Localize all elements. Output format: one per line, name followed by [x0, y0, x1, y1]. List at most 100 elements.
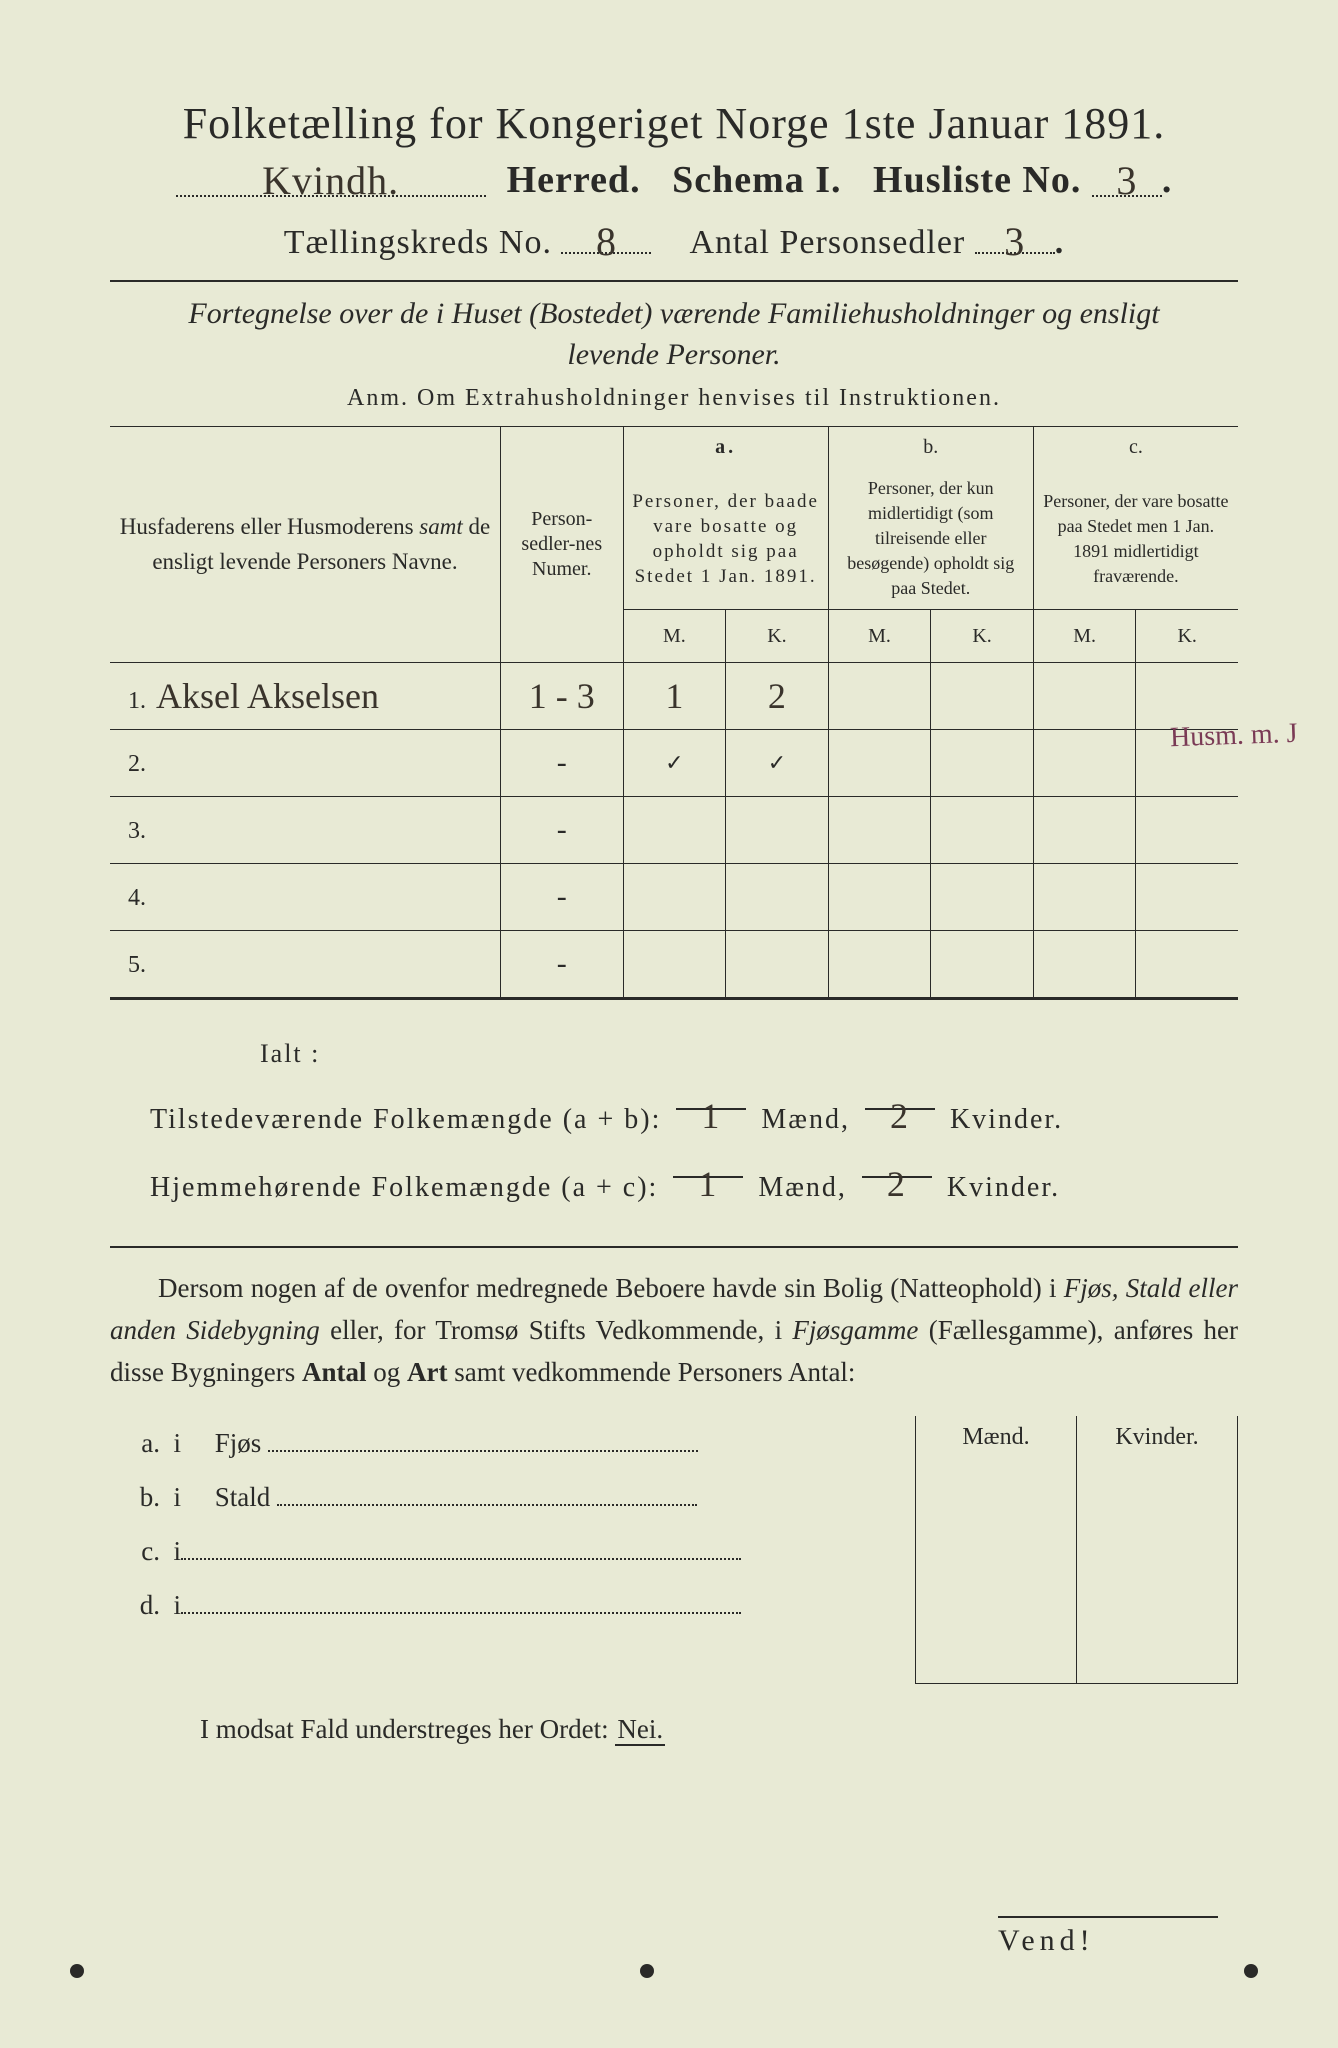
explanatory-paragraph: Dersom nogen af de ovenfor medregnede Be… — [110, 1268, 1238, 1394]
antal-label: Antal Personsedler — [689, 224, 965, 261]
mk-cell — [916, 1467, 1077, 1521]
row-num: 3. — [118, 818, 146, 845]
cell: - — [500, 797, 623, 864]
list-key: c. — [110, 1524, 160, 1578]
cell — [1033, 730, 1136, 797]
cell: 1 - 3 — [529, 676, 595, 716]
subtitle-line1: Fortegnelse over de i Huset (Bostedet) v… — [188, 297, 1159, 330]
a-m: M. — [623, 610, 726, 663]
col-c-header: Personer, der vare bosatte paa Stedet me… — [1033, 468, 1238, 610]
cell — [828, 931, 931, 999]
b-k: K. — [931, 610, 1034, 663]
cell: ✓ — [726, 730, 829, 797]
herred-value: Kvindh. — [262, 158, 399, 203]
cell: ✓ — [623, 730, 726, 797]
nei-pre: I modsat Fald understreges her Ordet: — [200, 1714, 609, 1744]
list-key: b. — [110, 1470, 160, 1524]
cell — [1033, 663, 1136, 730]
row-num: 1. — [118, 688, 146, 715]
cell — [726, 797, 829, 864]
herred-field: Kvindh. — [176, 155, 486, 197]
cell — [1136, 864, 1238, 931]
hjemme-label: Hjemmehørende Folkemængde (a + c): — [150, 1160, 658, 1216]
tilstede-label: Tilstedeværende Folkemængde (a + b): — [150, 1092, 661, 1148]
kreds-value: 8 — [596, 219, 617, 264]
page-title: Folketælling for Kongeriget Norge 1ste J… — [110, 98, 1238, 149]
cell: - — [500, 864, 623, 931]
mk-cell — [1077, 1629, 1238, 1684]
nei-word: Nei. — [615, 1714, 665, 1746]
cell — [828, 864, 931, 931]
row-num: 4. — [118, 885, 146, 912]
ialt-label: Ialt : — [150, 1028, 1238, 1080]
list-key: d. — [110, 1578, 160, 1632]
maend-label: Mænd, — [758, 1172, 847, 1203]
cell — [623, 797, 726, 864]
punch-mark — [70, 1964, 84, 1978]
kreds-field: 8 — [561, 216, 651, 254]
husliste-field: 3 — [1092, 155, 1162, 197]
table-row: 4. - — [110, 864, 1238, 931]
punch-mark — [640, 1964, 654, 1978]
mk-cell — [916, 1521, 1077, 1575]
table-row: 1.Aksel Akselsen 1 - 3 1 2 — [110, 663, 1238, 730]
mk-k-header: Kvinder. — [1077, 1416, 1238, 1467]
cell — [828, 730, 931, 797]
list-i: i — [174, 1428, 182, 1458]
mk-cell — [1077, 1521, 1238, 1575]
cell — [1136, 797, 1238, 864]
totals-block: Ialt : Tilstedeværende Folkemængde (a + … — [110, 1028, 1238, 1216]
cell — [1136, 931, 1238, 999]
building-list: a. i Fjøs b. i Stald c. i d. i — [110, 1416, 911, 1632]
mk-m-header: Mænd. — [916, 1416, 1077, 1467]
margin-annotation: Husm. m. J — [1170, 718, 1299, 754]
cell — [931, 797, 1034, 864]
antal-value: 3 — [1004, 219, 1025, 264]
cell: 2 — [768, 676, 786, 716]
cell: - — [500, 730, 623, 797]
row-num: 5. — [118, 952, 146, 979]
husliste-label: Husliste No. — [873, 159, 1081, 201]
table-row: 3. - — [110, 797, 1238, 864]
col-b-header: Personer, der kun midlertidigt (som tilr… — [828, 468, 1033, 610]
anm-note: Anm. Om Extrahusholdninger henvises til … — [110, 385, 1238, 412]
hjemme-k: 2 — [887, 1164, 907, 1204]
nei-line: I modsat Fald understreges her Ordet: Ne… — [110, 1714, 1238, 1745]
household-table: Husfaderens eller Husmoderens samt de en… — [110, 426, 1238, 1000]
table-row: 5. - — [110, 931, 1238, 999]
punch-mark — [1244, 1964, 1258, 1978]
divider — [110, 1246, 1238, 1248]
subtitle: Fortegnelse over de i Huset (Bostedet) v… — [110, 294, 1238, 375]
list-i: i — [174, 1536, 182, 1566]
mk-cell — [916, 1575, 1077, 1629]
cell — [726, 931, 829, 999]
maend-label: Mænd, — [761, 1104, 850, 1135]
cell: - — [500, 931, 623, 999]
cell — [828, 797, 931, 864]
col-a-letter: a. — [623, 427, 828, 469]
col-num-header: Person-sedler-nes Numer. — [500, 427, 623, 663]
census-form-page: Folketælling for Kongeriget Norge 1ste J… — [0, 0, 1338, 2048]
cell — [1033, 931, 1136, 999]
cell — [931, 663, 1034, 730]
dot-leader — [181, 1532, 741, 1560]
mk-table: Mænd.Kvinder. — [915, 1416, 1238, 1684]
dot-leader — [181, 1586, 741, 1614]
herred-label: Herred. — [507, 159, 641, 201]
list-i: i — [174, 1590, 182, 1620]
tilstede-k: 2 — [890, 1096, 910, 1136]
col-a-header: Personer, der baade vare bosatte og opho… — [623, 468, 828, 610]
c-k: K. — [1136, 610, 1238, 663]
antal-field: 3 — [975, 216, 1055, 254]
cell — [1033, 797, 1136, 864]
header-line-3: Tællingskreds No. 8 Antal Personsedler 3… — [110, 216, 1238, 262]
row-num: 2. — [118, 751, 146, 778]
c-m: M. — [1033, 610, 1136, 663]
cell — [623, 864, 726, 931]
cell — [931, 931, 1034, 999]
header-line-2: Kvindh. Herred. Schema I. Husliste No. 3… — [110, 155, 1238, 202]
subtitle-line2: levende Personer. — [567, 338, 780, 371]
list-key: a. — [110, 1416, 160, 1470]
kreds-label: Tællingskreds No. — [284, 224, 552, 261]
schema-label: Schema I. — [672, 159, 841, 201]
